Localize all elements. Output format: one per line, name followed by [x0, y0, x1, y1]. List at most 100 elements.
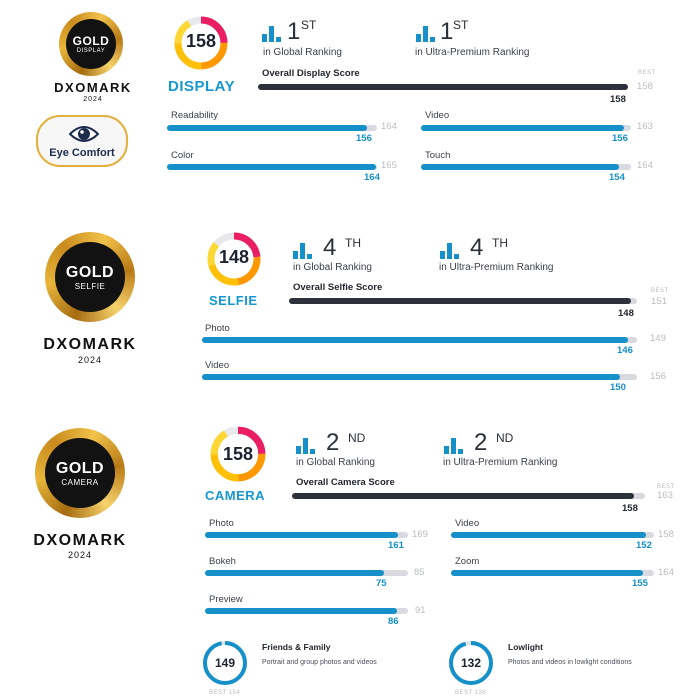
- camera-segment-rank-caption: in Ultra-Premium Ranking: [443, 457, 558, 468]
- selfie-video-fill: [202, 374, 620, 380]
- selfie-score-value: 148: [218, 247, 250, 267]
- dxomark-logo: DXOMARK: [33, 532, 127, 549]
- badge-category: CAMERA: [61, 477, 99, 487]
- display-overall-fill: [258, 84, 628, 90]
- camera-video-fill: [451, 532, 646, 538]
- display-score-ring: [174, 16, 228, 70]
- selfie-segment-rank: 4: [470, 234, 484, 261]
- display-readability-label: Readability: [171, 110, 218, 121]
- camera-photo-label: Photo: [209, 518, 234, 529]
- badge-category: DISPLAY: [76, 48, 106, 54]
- camera-score-ring: [210, 426, 266, 482]
- camera-photo-value: 161: [388, 540, 404, 551]
- camera-bokeh-label: Bokeh: [209, 556, 236, 567]
- camera-preview-value: 86: [388, 616, 399, 627]
- selfie-global-rank-suffix: TH: [345, 236, 361, 250]
- display-color-best: 165: [381, 160, 397, 171]
- display-color-value: 164: [364, 172, 380, 183]
- camera-overall-value: 158: [622, 503, 638, 514]
- selfie-photo-best: 149: [650, 333, 666, 344]
- friends-family-title: Friends & Family: [262, 642, 331, 652]
- badge-year: 2024: [83, 96, 103, 103]
- badge-year: 2024: [77, 355, 103, 365]
- display-color-fill: [167, 164, 376, 170]
- selfie-gold-badge: GOLD SELFIE DXOMARK 2024: [28, 232, 152, 367]
- badge-tier: GOLD: [72, 34, 110, 48]
- display-touch-label: Touch: [425, 150, 451, 161]
- display-global-rank-icon: [262, 26, 282, 42]
- display-best-tag: BEST: [638, 70, 656, 76]
- selfie-best-tag: BEST: [651, 288, 669, 294]
- camera-video-best: 158: [658, 529, 674, 540]
- selfie-score-ring: [207, 232, 261, 286]
- selfie-global-rank: 4: [323, 234, 337, 261]
- display-video-value: 156: [612, 133, 628, 144]
- selfie-overall-fill: [289, 298, 631, 304]
- camera-photo-fill: [205, 532, 398, 538]
- display-global-rank-suffix: ST: [301, 18, 317, 32]
- display-touch-value: 154: [609, 172, 625, 183]
- selfie-global-rank-caption: in Global Ranking: [293, 262, 372, 273]
- display-video-fill: [421, 125, 624, 131]
- display-readability-fill: [167, 125, 367, 131]
- display-overall-value: 158: [610, 94, 626, 105]
- display-gold-badge: GOLD DISPLAY DXOMARK 2024: [48, 12, 138, 104]
- selfie-overall-value: 148: [618, 308, 634, 319]
- display-segment-rank-caption: in Ultra-Premium Ranking: [415, 47, 530, 58]
- display-readability-value: 156: [356, 133, 372, 144]
- camera-global-rank-suffix: ND: [348, 431, 366, 445]
- camera-zoom-label: Zoom: [455, 556, 480, 567]
- camera-preview-best: 91: [415, 605, 426, 616]
- camera-score-value: 158: [222, 444, 254, 464]
- camera-segment-rank-icon: [444, 438, 464, 454]
- camera-overall-fill: [292, 493, 634, 499]
- camera-segment-rank: 2: [474, 429, 488, 456]
- camera-preview-fill: [205, 608, 397, 614]
- selfie-photo-fill: [202, 337, 628, 343]
- friends-family-score: 149: [214, 656, 236, 670]
- camera-preview-label: Preview: [209, 594, 243, 605]
- selfie-photo-value: 146: [617, 345, 633, 356]
- camera-photo-best: 169: [412, 529, 428, 540]
- selfie-overall-best: 151: [651, 296, 667, 307]
- selfie-segment-rank-caption: in Ultra-Premium Ranking: [439, 262, 554, 273]
- selfie-segment-rank-suffix: TH: [492, 236, 508, 250]
- camera-bokeh-best: 85: [414, 567, 425, 578]
- selfie-photo-label: Photo: [205, 323, 230, 334]
- display-overall-best: 158: [637, 81, 653, 92]
- selfie-segment-rank-icon: [440, 243, 460, 259]
- friends-family-score-ring: [203, 641, 247, 685]
- display-segment-rank-icon: [416, 26, 436, 42]
- lowlight-best: BEST 138: [455, 690, 487, 696]
- selfie-overall-label: Overall Selfie Score: [293, 282, 383, 293]
- display-video-best: 163: [637, 121, 653, 132]
- camera-global-rank: 2: [326, 429, 340, 456]
- selfie-section-label: SELFIE: [209, 293, 258, 308]
- camera-video-value: 152: [636, 540, 652, 551]
- camera-section-label: CAMERA: [205, 488, 266, 503]
- camera-global-rank-caption: in Global Ranking: [296, 457, 375, 468]
- eye-comfort-label: Eye Comfort: [49, 147, 115, 159]
- display-overall-label: Overall Display Score: [262, 68, 360, 79]
- display-video-label: Video: [425, 110, 450, 121]
- display-segment-rank: 1: [440, 18, 454, 45]
- dxomark-logo: DXOMARK: [43, 336, 137, 353]
- eye-icon: [69, 126, 99, 142]
- display-segment-rank-suffix: ST: [453, 18, 469, 32]
- eye-comfort-badge: Eye Comfort: [36, 115, 128, 167]
- display-section-label: DISPLAY: [168, 78, 236, 95]
- selfie-video-value: 150: [610, 382, 626, 393]
- display-touch-fill: [421, 164, 619, 170]
- camera-gold-badge: GOLD CAMERA DXOMARK 2024: [18, 428, 142, 563]
- selfie-global-rank-icon: [293, 243, 313, 259]
- lowlight-score: 132: [460, 656, 482, 670]
- display-readability-best: 164: [381, 121, 397, 132]
- camera-zoom-fill: [451, 570, 643, 576]
- camera-bokeh-value: 75: [376, 578, 387, 589]
- badge-year: 2024: [67, 550, 93, 560]
- dxomark-logo: DXOMARK: [54, 80, 132, 95]
- display-global-rank: 1: [287, 18, 301, 45]
- badge-tier: GOLD: [55, 459, 105, 477]
- display-touch-best: 164: [637, 160, 653, 171]
- badge-tier: GOLD: [65, 263, 115, 281]
